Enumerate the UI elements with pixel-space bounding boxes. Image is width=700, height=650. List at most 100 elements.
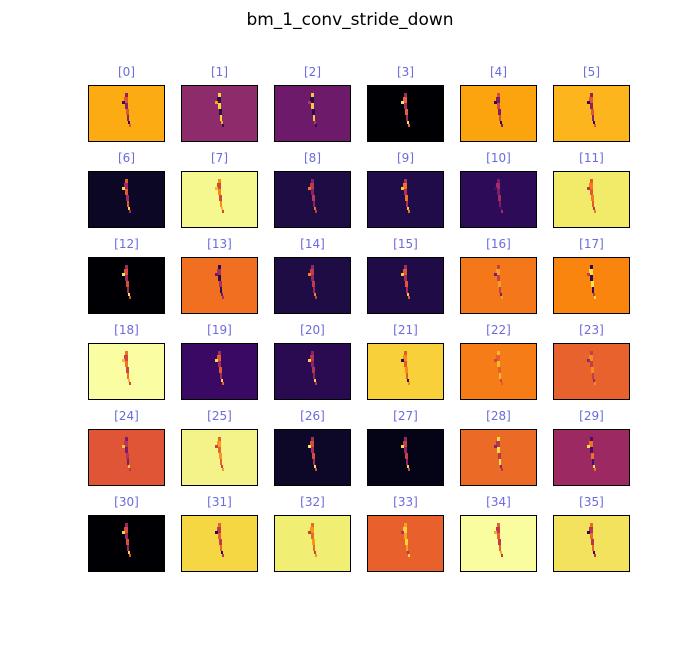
- feature-map-figure: [215, 265, 224, 299]
- figure-pixel: [594, 210, 596, 213]
- figure-pixel: [312, 453, 315, 459]
- feature-map-panel: [181, 171, 258, 228]
- figure-pixel: [501, 296, 503, 299]
- figure-pixel: [218, 93, 221, 97]
- feature-map-panel: [181, 515, 258, 572]
- figure-pixel: [122, 445, 125, 448]
- figure-pixel: [404, 447, 407, 453]
- figure-pixel: [219, 109, 222, 115]
- panel-label: [5]: [583, 65, 600, 79]
- figure-pixel: [594, 554, 596, 557]
- feature-map-figure: [587, 437, 596, 471]
- figure-pixel: [590, 189, 593, 195]
- figure-pixel: [404, 275, 407, 281]
- figure-pixel: [218, 103, 221, 109]
- panel-label: [26]: [300, 409, 325, 423]
- feature-map-figure: [308, 179, 317, 213]
- figure-pixel: [591, 539, 594, 545]
- feature-map-figure: [215, 351, 224, 385]
- figure-pixel: [312, 367, 315, 373]
- feature-map-figure: [122, 179, 131, 213]
- feature-map-panel: [88, 515, 165, 572]
- figure-pixel: [221, 551, 223, 554]
- figure-pixel: [590, 265, 593, 269]
- panel-label: [0]: [118, 65, 135, 79]
- figure-pixel: [122, 531, 125, 534]
- figure-pixel: [127, 545, 129, 551]
- feature-map-figure: [401, 265, 410, 299]
- figure-pixel: [494, 531, 497, 534]
- panel-label: [1]: [211, 65, 228, 79]
- panel-label: [4]: [490, 65, 507, 79]
- figure-pixel: [217, 269, 221, 275]
- panel-label: [21]: [393, 323, 418, 337]
- figure-pixel: [494, 445, 497, 448]
- figure-pixel: [589, 527, 593, 533]
- panel-label: [13]: [207, 237, 232, 251]
- figure-pixel: [405, 195, 408, 201]
- figure-pixel: [219, 539, 222, 545]
- figure-pixel: [122, 273, 125, 276]
- figure-pixel: [126, 367, 129, 373]
- figure-pixel: [310, 183, 314, 189]
- figure-pixel: [124, 527, 128, 533]
- figure-pixel: [404, 179, 407, 183]
- figure-pixel: [313, 545, 315, 551]
- figure-pixel: [590, 103, 593, 109]
- figure-pixel: [499, 459, 501, 465]
- figure-pixel: [494, 273, 497, 276]
- figure-pixel: [497, 351, 500, 355]
- figure-pixel: [499, 201, 501, 207]
- figure-title: bm_1_conv_stride_down: [246, 10, 454, 30]
- figure-pixel: [593, 293, 595, 296]
- figure-pixel: [498, 109, 501, 115]
- figure-pixel: [404, 533, 407, 539]
- figure-pixel: [218, 437, 221, 441]
- feature-map-panel: [88, 343, 165, 400]
- figure-pixel: [311, 523, 314, 527]
- feature-map-figure: [587, 93, 596, 127]
- figure-pixel: [587, 445, 590, 448]
- figure-pixel: [129, 468, 131, 471]
- figure-pixel: [500, 121, 502, 124]
- figure-pixel: [497, 189, 500, 195]
- figure-pixel: [500, 207, 502, 210]
- figure-pixel: [218, 265, 221, 269]
- figure-pixel: [125, 179, 128, 183]
- figure-pixel: [315, 468, 317, 471]
- panel-label: [3]: [397, 65, 414, 79]
- figure-pixel: [497, 361, 500, 367]
- feature-map-figure: [122, 437, 131, 471]
- figure-pixel: [590, 275, 593, 281]
- panel-label: [8]: [304, 151, 321, 165]
- figure-pixel: [501, 124, 503, 127]
- figure-pixel: [407, 379, 409, 382]
- figure-pixel: [592, 459, 594, 465]
- figure-pixel: [403, 441, 407, 447]
- feature-map-figure: [494, 437, 503, 471]
- feature-map-panel: [274, 171, 351, 228]
- figure-pixel: [404, 437, 407, 441]
- figure-pixel: [125, 351, 128, 355]
- figure-pixel: [221, 379, 223, 382]
- figure-pixel: [222, 382, 224, 385]
- figure-pixel: [129, 124, 131, 127]
- figure-pixel: [315, 210, 317, 213]
- feature-map-panel: [460, 171, 537, 228]
- feature-map-panel: [88, 171, 165, 228]
- feature-map-figure: [308, 351, 317, 385]
- feature-map-figure: [215, 437, 224, 471]
- figure-pixel: [222, 554, 224, 557]
- figure-pixel: [311, 533, 314, 539]
- figure-pixel: [217, 97, 221, 103]
- figure-pixel: [408, 554, 410, 557]
- feature-map-figure: [308, 265, 317, 299]
- feature-map-figure: [401, 93, 410, 127]
- figure-pixel: [125, 533, 128, 539]
- figure-pixel: [587, 101, 590, 104]
- figure-pixel: [408, 296, 410, 299]
- figure-pixel: [127, 287, 129, 293]
- figure-pixel: [311, 361, 314, 367]
- feature-map-panel: [367, 343, 444, 400]
- panel-label: [20]: [300, 323, 325, 337]
